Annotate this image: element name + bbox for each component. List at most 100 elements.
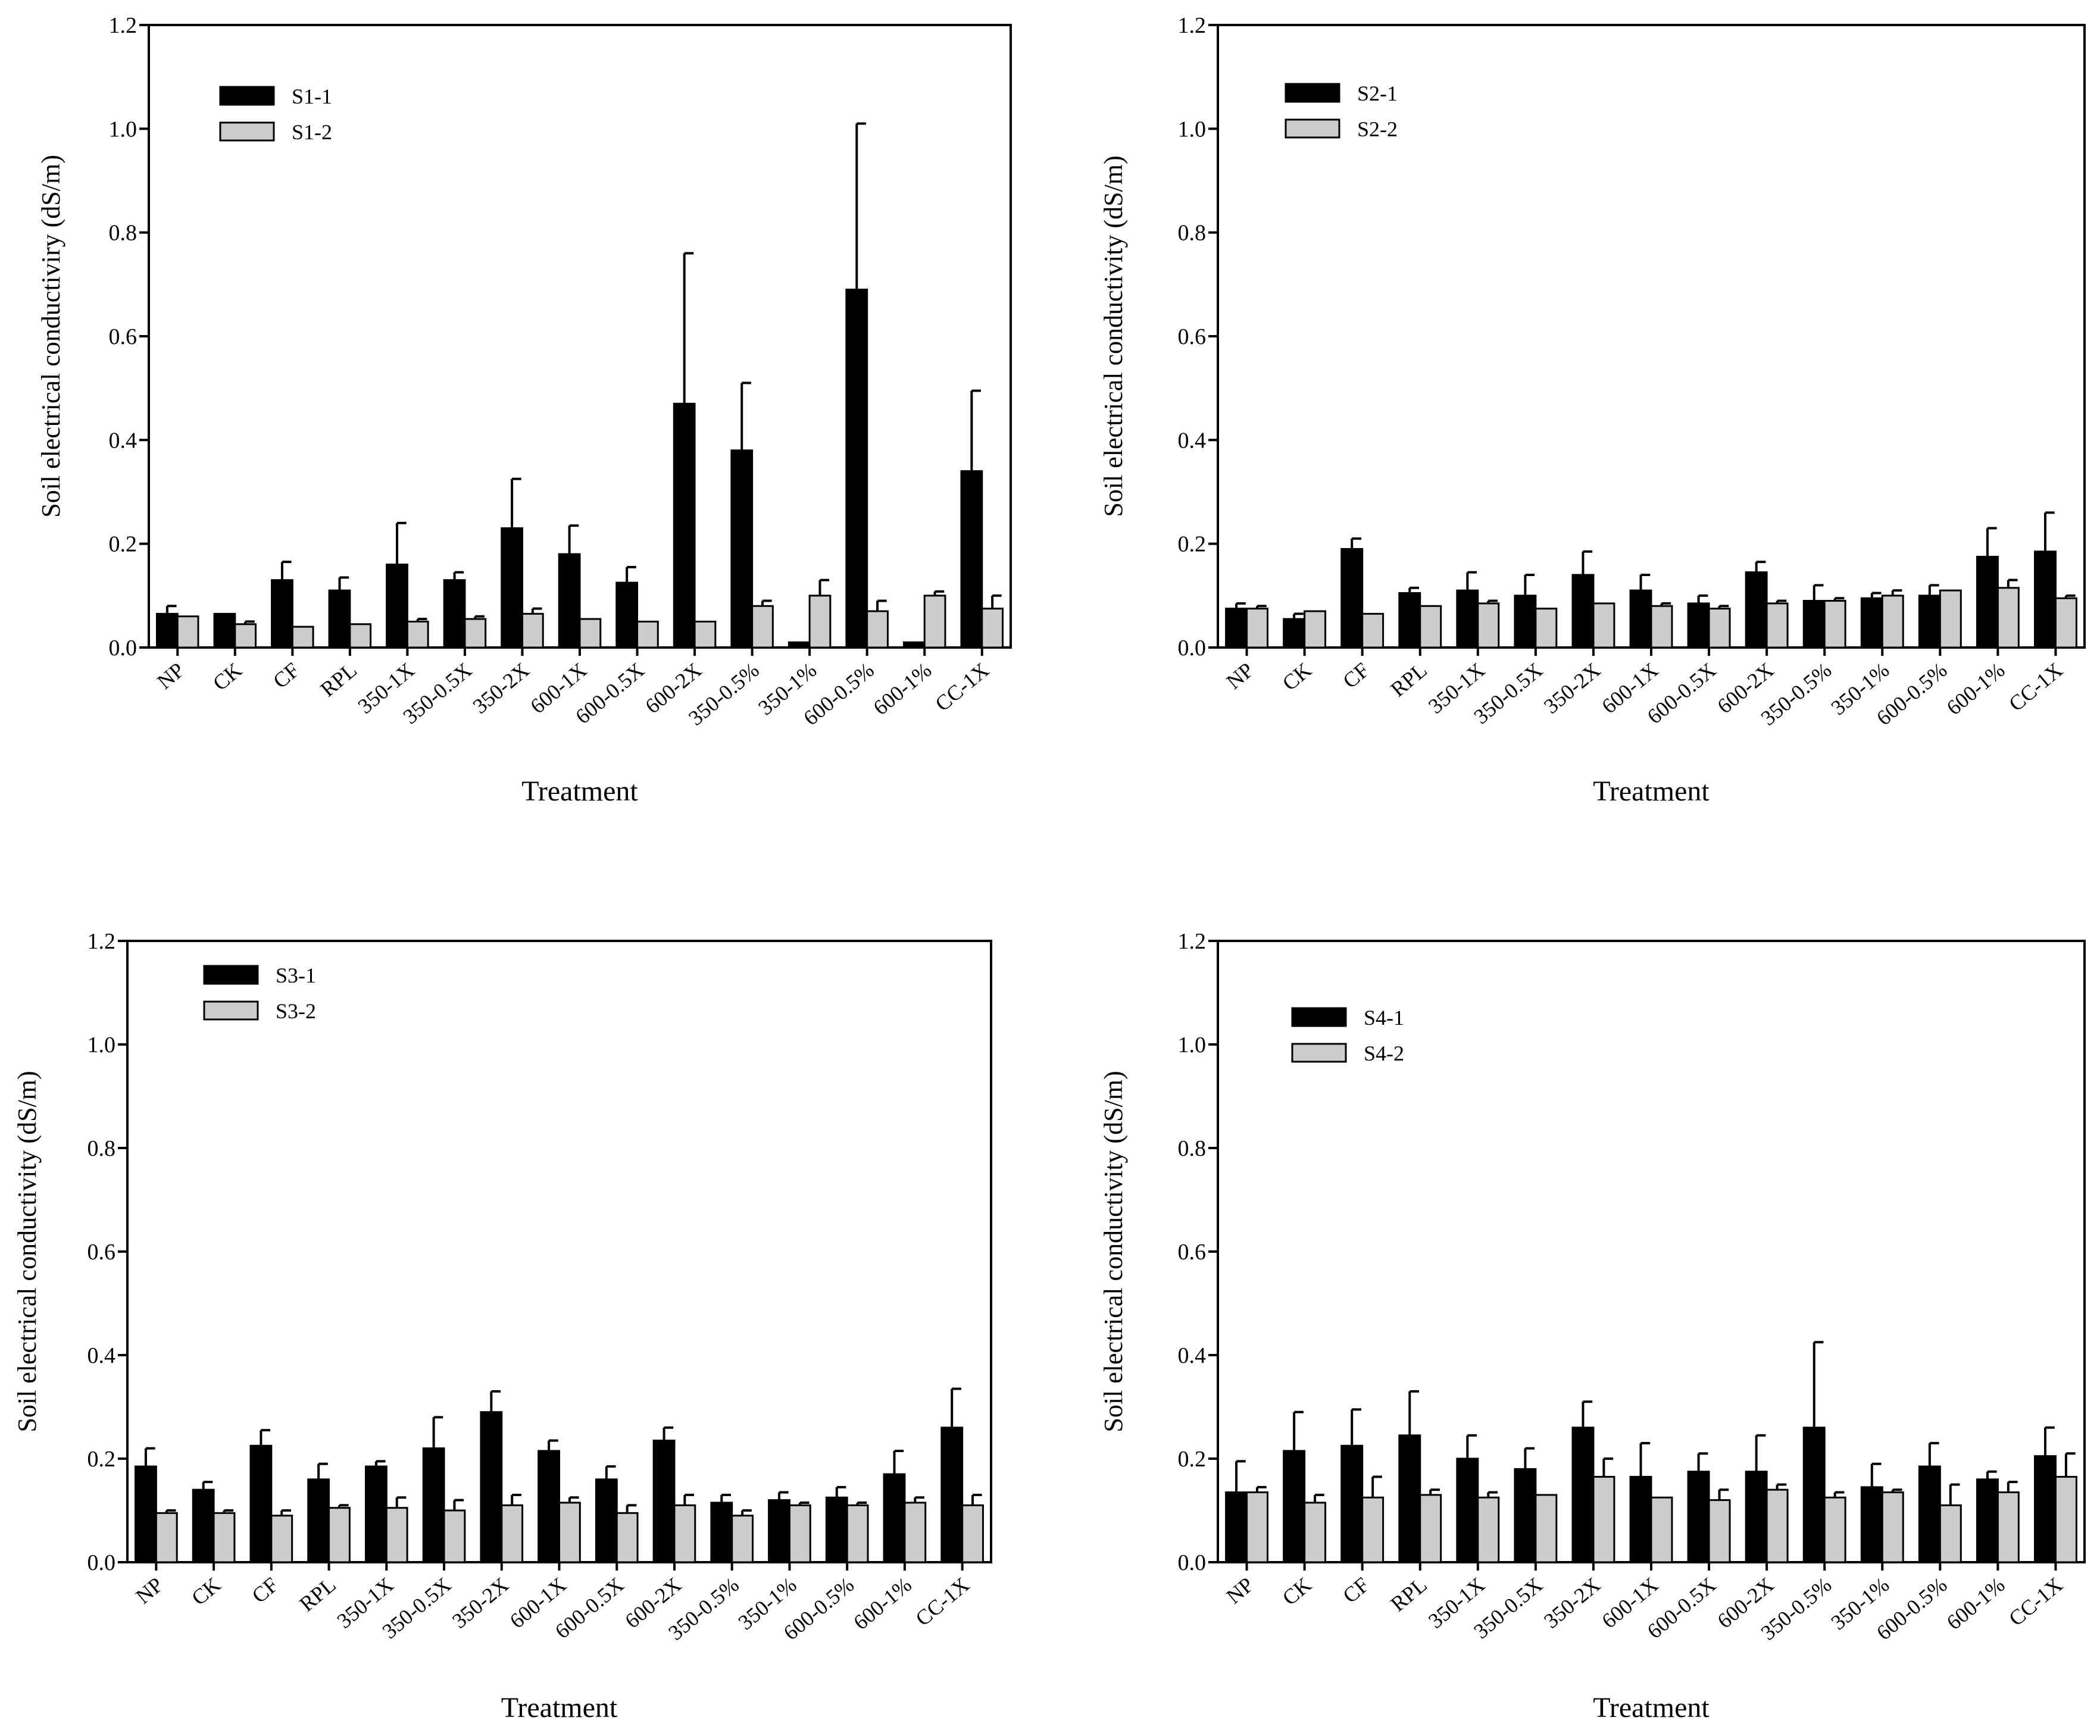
- chart-panel-2: 0.0 0.2 0.4 0.6 0.8 1.0 1.2 Soil electrical con…: [1099, 13, 2086, 807]
- x-axis-label: Treatment: [1593, 775, 1710, 807]
- x-tick-label: RPL: [316, 658, 361, 701]
- bar-S2-2-600-1%: [1996, 587, 2020, 649]
- bar-S1-2-350-1%: [808, 595, 832, 649]
- bar-S2-2-600-0.5%: [1939, 589, 1962, 649]
- y-tick-label: 0.0: [88, 1550, 116, 1575]
- bar-S4-1-350-1X: [1456, 1457, 1479, 1563]
- legend-swatch: [219, 86, 275, 106]
- bar-S1-2-NP: [176, 615, 199, 649]
- x-axis-label: Treatment: [521, 775, 638, 807]
- bar-S2-1-600-0.5%: [1918, 595, 1941, 649]
- bar-S1-2-CF: [291, 625, 314, 649]
- bar-S3-2-600-1%: [904, 1502, 927, 1563]
- y-tick-label: 0.4: [88, 1343, 116, 1368]
- x-tick-label: 350-2X: [1539, 1572, 1605, 1632]
- bar-S3-1-350-2X: [480, 1411, 503, 1563]
- bar-S4-1-350-2X: [1571, 1427, 1595, 1563]
- bar-S1-1-NP: [156, 612, 179, 649]
- x-tick-label: CK: [208, 658, 246, 695]
- bar-S1-1-350-0.5%: [730, 449, 754, 649]
- bar-S1-1-600-0.5%: [845, 289, 868, 649]
- bar-S2-1-RPL: [1398, 592, 1421, 649]
- bar-S1-1-600-1%: [902, 641, 926, 649]
- legend-swatch: [1285, 83, 1340, 103]
- bar-S3-2-600-0.5%: [846, 1504, 869, 1563]
- x-tick-label: CK: [1278, 1572, 1316, 1610]
- bar-S1-1-350-2X: [501, 527, 523, 649]
- bar-S3-2-NP: [155, 1512, 178, 1563]
- bar-S4-1-CK: [1283, 1450, 1306, 1563]
- bar-S4-2-600-1%: [1996, 1491, 2020, 1563]
- y-tick-label: 0.2: [109, 532, 138, 557]
- bar-S3-1-CK: [192, 1488, 215, 1563]
- bar-S2-1-350-2X: [1571, 574, 1595, 649]
- bar-S3-1-600-0.5X: [595, 1478, 618, 1563]
- x-tick-label: CF: [1338, 658, 1373, 693]
- bar-S4-2-350-2X: [1592, 1475, 1615, 1563]
- legend-label: S2-2: [1357, 117, 1398, 141]
- bar-S1-2-600-0.5%: [866, 610, 889, 649]
- bar-S2-1-CC-1X: [2034, 550, 2057, 649]
- x-tick-label: CC-1X: [2004, 658, 2067, 716]
- x-tick-label: NP: [1222, 1572, 1258, 1608]
- bar-S2-2-350-2X: [1592, 602, 1615, 649]
- bar-S3-1-350-1X: [364, 1465, 388, 1563]
- x-tick-label: RPL: [1386, 658, 1432, 701]
- bar-S2-1-350-1%: [1860, 597, 1883, 649]
- x-tick-label: 350-2X: [468, 658, 534, 718]
- y-tick-label: 0.2: [88, 1447, 116, 1472]
- bar-S3-2-350-2X: [501, 1504, 524, 1563]
- bar-S1-1-CC-1X: [960, 470, 983, 649]
- bar-S1-2-CK: [234, 623, 257, 649]
- bar-S3-1-350-1%: [768, 1499, 790, 1563]
- x-tick-label: CF: [268, 658, 304, 693]
- bar-S1-2-350-2X: [521, 612, 544, 649]
- y-tick-label: 0.8: [88, 1136, 116, 1161]
- y-tick-label: 1.0: [88, 1033, 116, 1058]
- bar-S2-1-NP: [1225, 608, 1248, 649]
- y-tick-label: 0.2: [1178, 532, 1207, 557]
- legend-swatch: [1291, 1043, 1347, 1063]
- bar-S2-1-CK: [1283, 618, 1306, 649]
- legend-label: S2-1: [1357, 82, 1398, 105]
- y-tick-label: 0.0: [1178, 636, 1207, 661]
- bar-S1-2-600-0.5X: [636, 620, 659, 649]
- legend-label: S1-2: [292, 120, 332, 144]
- bar-S1-1-RPL: [328, 589, 351, 649]
- y-tick-label: 0.0: [1178, 1550, 1207, 1575]
- y-tick-label: 1.0: [109, 117, 138, 142]
- bar-S1-1-600-1X: [558, 553, 581, 649]
- y-tick-label: 1.0: [1178, 1033, 1207, 1058]
- x-tick-label: CC-1X: [911, 1572, 973, 1631]
- bar-S3-1-350-0.5X: [422, 1447, 445, 1563]
- bar-S1-1-600-2X: [673, 402, 696, 649]
- chart-panel-3: 0.0 0.2 0.4 0.6 0.8 1.0 1.2 Soil electrical con…: [12, 929, 992, 1724]
- y-tick-label: 1.0: [1178, 117, 1207, 142]
- y-tick-label: 0.6: [109, 324, 138, 349]
- bar-S2-1-350-0.5X: [1514, 595, 1537, 649]
- y-tick-label: 0.6: [1178, 1240, 1207, 1265]
- bar-S4-2-350-1%: [1881, 1491, 1904, 1563]
- bar-S2-1-600-0.5X: [1687, 602, 1710, 649]
- bar-S4-2-350-1X: [1477, 1496, 1500, 1563]
- chart-panel-4: 0.0 0.2 0.4 0.6 0.8 1.0 1.2 Soil electrical con…: [1099, 929, 2086, 1724]
- bar-S1-2-600-2X: [693, 620, 717, 649]
- bar-S1-1-350-0.5X: [443, 579, 466, 649]
- bar-S2-2-350-0.5%: [1823, 600, 1846, 649]
- bar-S2-2-600-0.5X: [1708, 608, 1731, 649]
- x-tick-label: RPL: [1386, 1572, 1432, 1616]
- bar-S1-1-350-1%: [788, 641, 811, 649]
- y-tick-label: 0.4: [109, 428, 138, 453]
- x-tick-label: CK: [1278, 658, 1316, 695]
- bar-S1-2-350-0.5%: [751, 605, 774, 649]
- bar-S4-1-600-0.5%: [1918, 1465, 1941, 1563]
- bar-S2-2-RPL: [1419, 605, 1442, 649]
- bar-S1-2-600-1X: [579, 618, 602, 649]
- bar-S4-2-600-1X: [1650, 1496, 1673, 1563]
- legend-swatch: [203, 1000, 259, 1021]
- bar-S3-2-600-0.5X: [615, 1512, 639, 1563]
- y-tick-label: 1.2: [109, 13, 138, 38]
- bar-S2-1-600-2X: [1745, 571, 1768, 649]
- y-tick-label: 0.2: [1178, 1447, 1207, 1472]
